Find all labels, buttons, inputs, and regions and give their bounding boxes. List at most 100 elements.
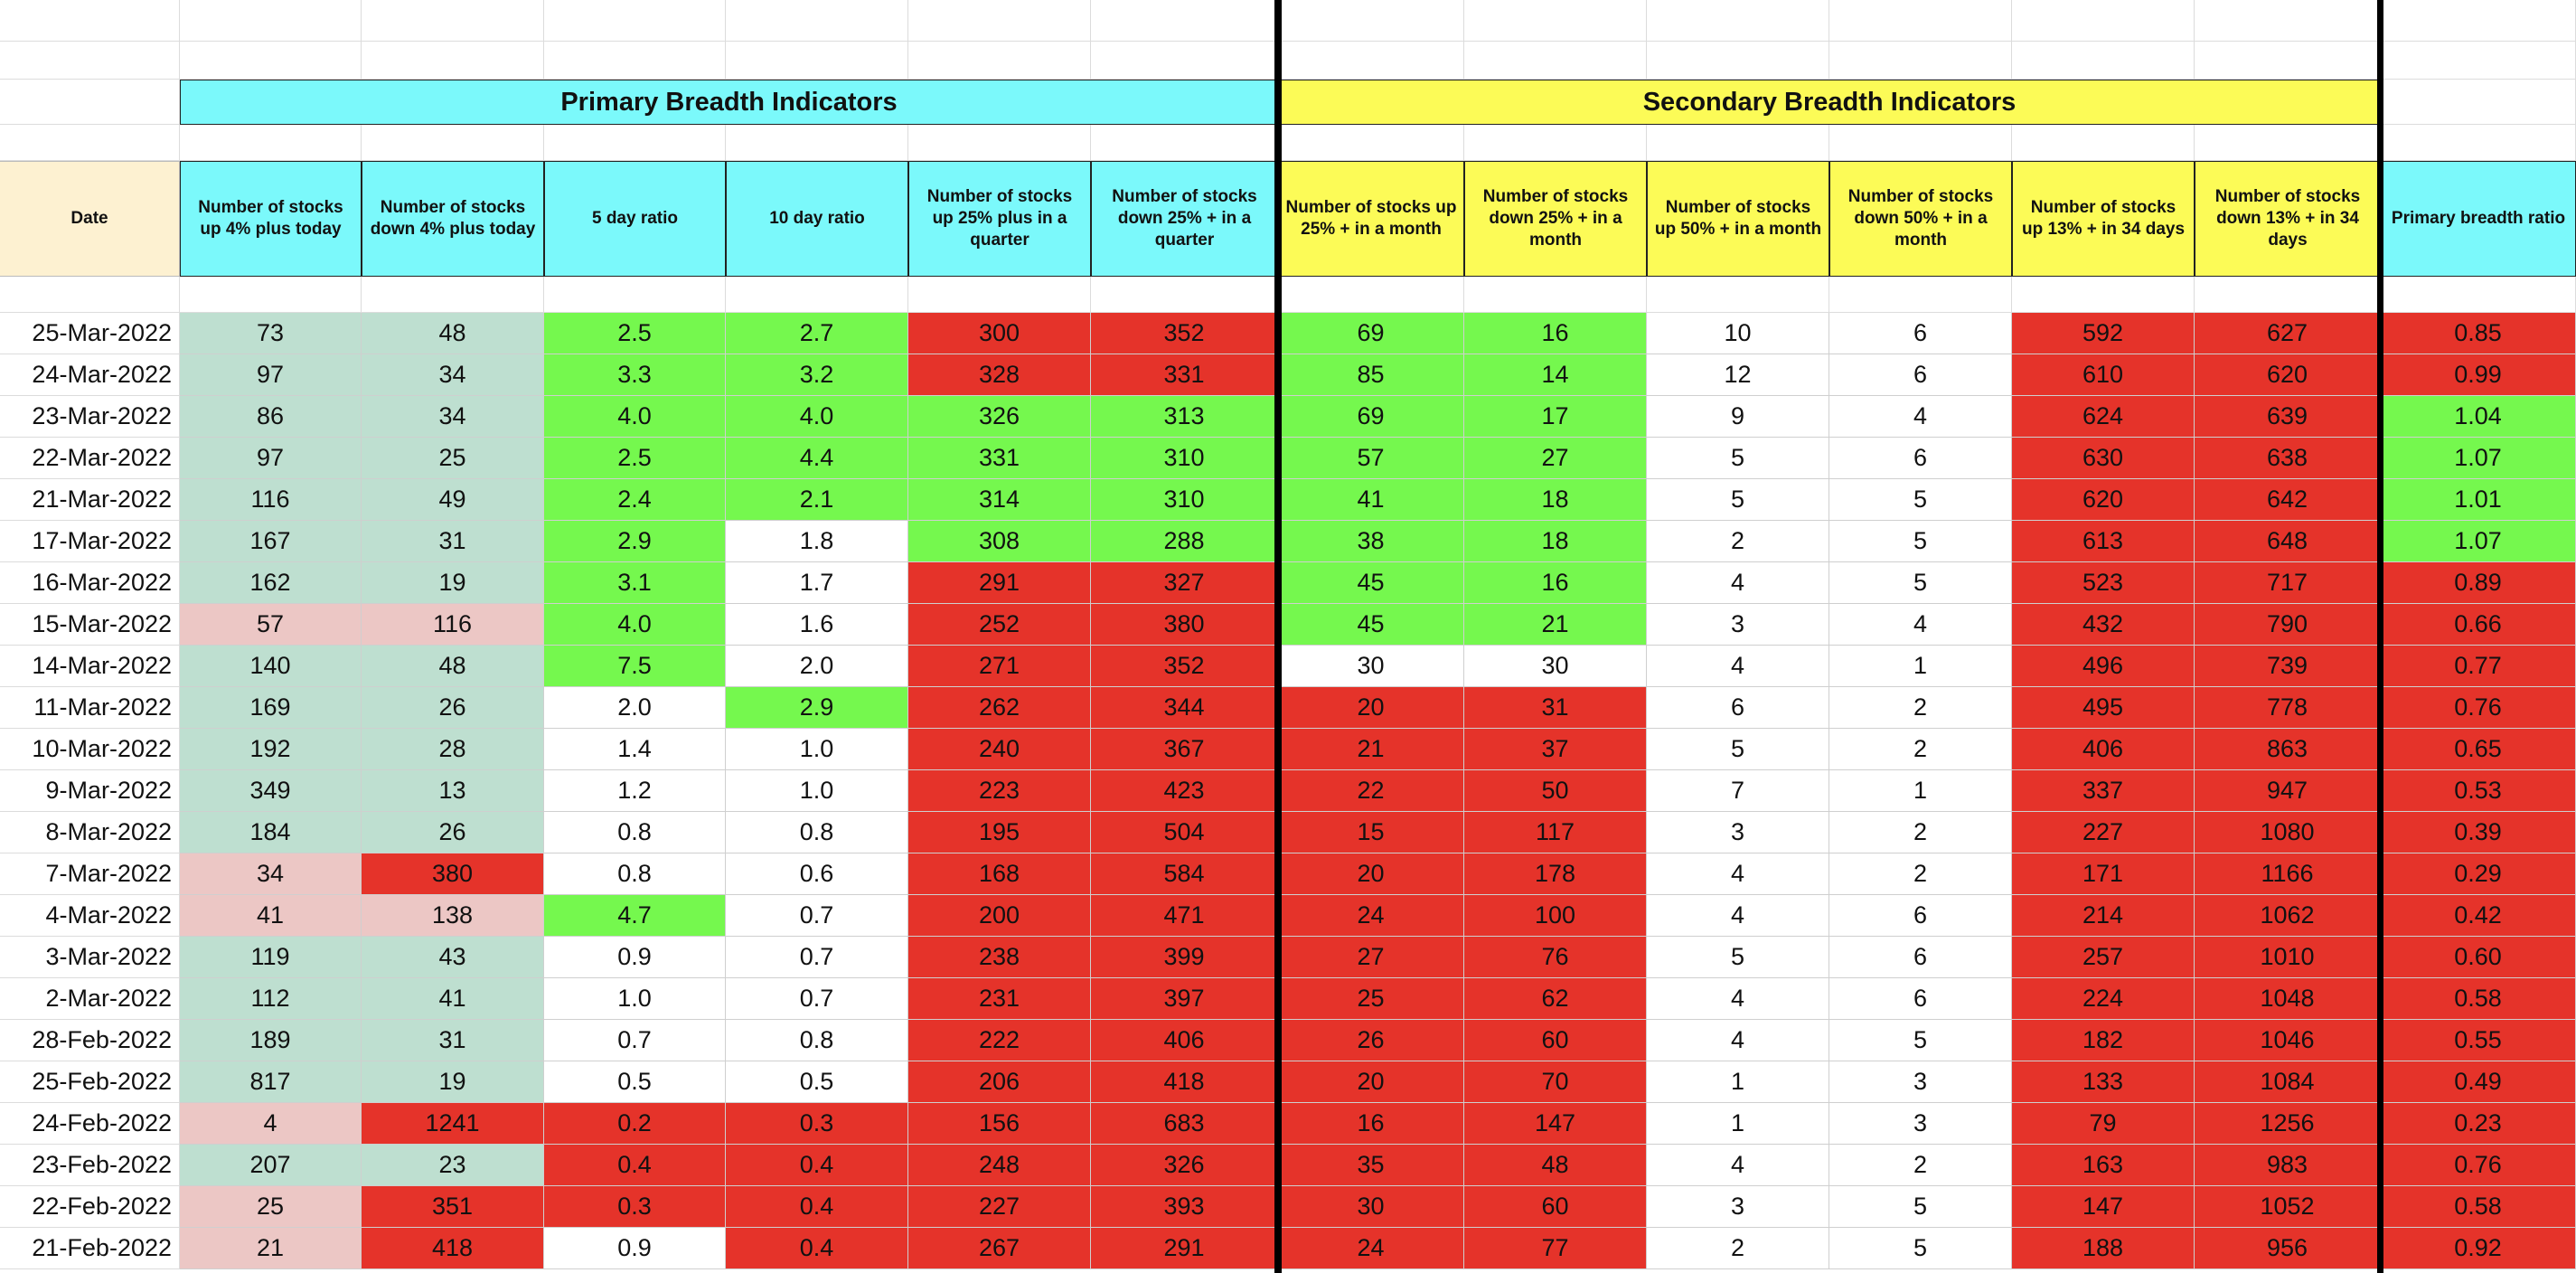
data-cell[interactable]: 163 <box>2012 1145 2195 1186</box>
data-cell[interactable]: 0.3 <box>544 1186 726 1228</box>
data-cell[interactable]: 1.7 <box>726 562 908 604</box>
data-cell[interactable]: 41 <box>180 895 362 937</box>
data-cell[interactable]: 171 <box>2012 853 2195 895</box>
data-cell[interactable]: 22 <box>1278 770 1464 812</box>
data-cell[interactable]: 5 <box>1647 479 1829 521</box>
data-cell[interactable]: 471 <box>1091 895 1278 937</box>
data-cell[interactable]: 0.5 <box>544 1061 726 1103</box>
data-cell[interactable]: 4 <box>1647 1020 1829 1061</box>
data-cell[interactable]: 683 <box>1091 1103 1278 1145</box>
data-cell[interactable]: 37 <box>1464 729 1647 770</box>
data-cell[interactable]: 41 <box>1278 479 1464 521</box>
data-cell[interactable]: 397 <box>1091 978 1278 1020</box>
data-cell[interactable]: 620 <box>2012 479 2195 521</box>
date-cell[interactable]: 21-Feb-2022 <box>0 1228 180 1269</box>
data-cell[interactable]: 0.5 <box>726 1061 908 1103</box>
data-cell[interactable]: 1046 <box>2195 1020 2381 1061</box>
data-cell[interactable]: 0.2 <box>544 1103 726 1145</box>
data-cell[interactable]: 14 <box>1464 354 1647 396</box>
date-cell[interactable]: 10-Mar-2022 <box>0 729 180 770</box>
data-cell[interactable]: 167 <box>180 521 362 562</box>
empty-cell[interactable] <box>1647 277 1829 313</box>
data-cell[interactable]: 2.5 <box>544 313 726 354</box>
data-cell[interactable]: 328 <box>908 354 1091 396</box>
data-cell[interactable]: 717 <box>2195 562 2381 604</box>
data-cell[interactable]: 4 <box>1647 853 1829 895</box>
data-cell[interactable]: 5 <box>1829 521 2012 562</box>
data-cell[interactable]: 4 <box>1647 1145 1829 1186</box>
empty-cell[interactable] <box>1278 42 1464 80</box>
data-cell[interactable]: 2.4 <box>544 479 726 521</box>
data-cell[interactable]: 195 <box>908 812 1091 853</box>
data-cell[interactable]: 2.7 <box>726 313 908 354</box>
data-cell[interactable]: 25 <box>180 1186 362 1228</box>
data-cell[interactable]: 18 <box>1464 479 1647 521</box>
empty-cell[interactable] <box>0 277 180 313</box>
data-cell[interactable]: 620 <box>2195 354 2381 396</box>
empty-cell[interactable] <box>180 125 362 161</box>
data-cell[interactable]: 4.7 <box>544 895 726 937</box>
data-cell[interactable]: 6 <box>1829 438 2012 479</box>
column-header-13[interactable]: Primary breadth ratio <box>2381 161 2576 277</box>
data-cell[interactable]: 35 <box>1278 1145 1464 1186</box>
data-cell[interactable]: 267 <box>908 1228 1091 1269</box>
data-cell[interactable]: 48 <box>362 646 544 687</box>
column-header-5[interactable]: Number of stocks up 25% plus in a quarte… <box>908 161 1091 277</box>
column-header-7[interactable]: Number of stocks up 25% + in a month <box>1278 161 1464 277</box>
data-cell[interactable]: 69 <box>1278 313 1464 354</box>
data-cell[interactable]: 331 <box>908 438 1091 479</box>
data-cell[interactable]: 162 <box>180 562 362 604</box>
data-cell[interactable]: 778 <box>2195 687 2381 729</box>
data-cell[interactable]: 28 <box>362 729 544 770</box>
data-cell[interactable]: 20 <box>1278 1061 1464 1103</box>
empty-cell[interactable] <box>2012 42 2195 80</box>
data-cell[interactable]: 739 <box>2195 646 2381 687</box>
data-cell[interactable]: 16 <box>1464 313 1647 354</box>
data-cell[interactable]: 5 <box>1829 1020 2012 1061</box>
data-cell[interactable]: 4 <box>1647 895 1829 937</box>
data-cell[interactable]: 5 <box>1647 729 1829 770</box>
data-cell[interactable]: 100 <box>1464 895 1647 937</box>
date-cell[interactable]: 14-Mar-2022 <box>0 646 180 687</box>
empty-cell[interactable] <box>0 42 180 80</box>
data-cell[interactable]: 1.0 <box>726 770 908 812</box>
data-cell[interactable]: 367 <box>1091 729 1278 770</box>
data-cell[interactable]: 504 <box>1091 812 1278 853</box>
data-cell[interactable]: 0.58 <box>2381 1186 2576 1228</box>
data-cell[interactable]: 207 <box>180 1145 362 1186</box>
data-cell[interactable]: 4 <box>1647 646 1829 687</box>
empty-cell[interactable] <box>726 125 908 161</box>
data-cell[interactable]: 630 <box>2012 438 2195 479</box>
data-cell[interactable]: 418 <box>362 1228 544 1269</box>
data-cell[interactable]: 6 <box>1829 895 2012 937</box>
data-cell[interactable]: 19 <box>362 1061 544 1103</box>
data-cell[interactable]: 57 <box>1278 438 1464 479</box>
data-cell[interactable]: 156 <box>908 1103 1091 1145</box>
data-cell[interactable]: 140 <box>180 646 362 687</box>
date-cell[interactable]: 25-Feb-2022 <box>0 1061 180 1103</box>
data-cell[interactable]: 423 <box>1091 770 1278 812</box>
empty-cell[interactable] <box>1091 125 1278 161</box>
data-cell[interactable]: 642 <box>2195 479 2381 521</box>
data-cell[interactable]: 69 <box>1278 396 1464 438</box>
data-cell[interactable]: 77 <box>1464 1228 1647 1269</box>
data-cell[interactable]: 288 <box>1091 521 1278 562</box>
data-cell[interactable]: 351 <box>362 1186 544 1228</box>
data-cell[interactable]: 495 <box>2012 687 2195 729</box>
data-cell[interactable]: 2 <box>1829 853 2012 895</box>
data-cell[interactable]: 326 <box>1091 1145 1278 1186</box>
data-cell[interactable]: 240 <box>908 729 1091 770</box>
data-cell[interactable]: 592 <box>2012 313 2195 354</box>
data-cell[interactable]: 627 <box>2195 313 2381 354</box>
data-cell[interactable]: 168 <box>908 853 1091 895</box>
empty-cell[interactable] <box>908 277 1091 313</box>
column-header-8[interactable]: Number of stocks down 25% + in a month <box>1464 161 1647 277</box>
data-cell[interactable]: 0.7 <box>726 978 908 1020</box>
data-cell[interactable]: 1.2 <box>544 770 726 812</box>
data-cell[interactable]: 406 <box>2012 729 2195 770</box>
data-cell[interactable]: 863 <box>2195 729 2381 770</box>
data-cell[interactable]: 0.76 <box>2381 687 2576 729</box>
data-cell[interactable]: 57 <box>180 604 362 646</box>
column-header-0[interactable]: Date <box>0 161 180 277</box>
data-cell[interactable]: 313 <box>1091 396 1278 438</box>
